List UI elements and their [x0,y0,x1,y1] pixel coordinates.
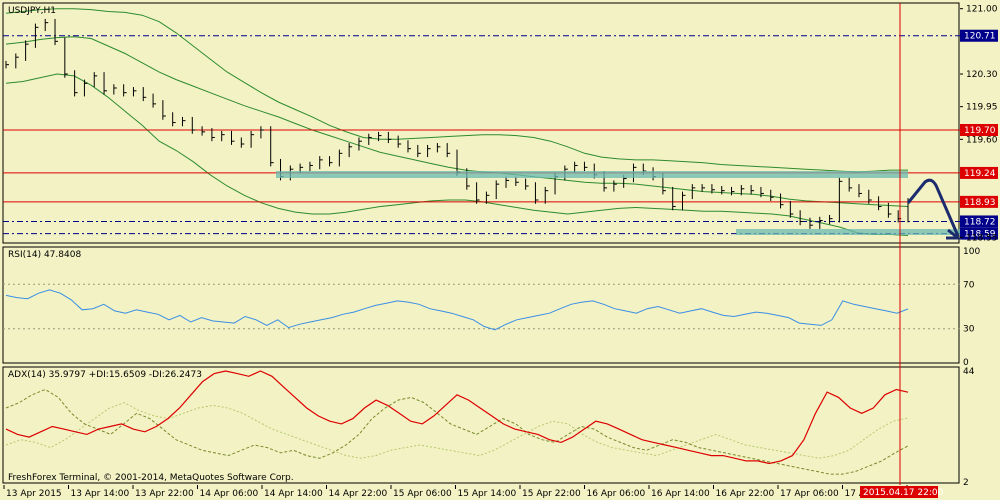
x-tick-label: 13 Apr 14:00 [71,489,130,499]
adx-title: ADX(14) 35.9797 +DI:15.6509 -DI:26.2473 [8,370,202,380]
footer-text: FreshForex Terminal, © 2001-2014, MetaQu… [8,473,294,483]
x-tick-label: 13 Apr 22:00 [135,489,194,499]
adx-panel [2,366,960,484]
x-tick-label: 14 Apr 22:00 [329,489,388,499]
support-zone [736,229,960,235]
price-panel [2,2,960,244]
level-label: 118.72 [964,217,996,227]
rsi-line [5,289,909,331]
rsi-tick-label: 30 [963,325,975,335]
level-label-box [960,227,998,240]
adx-tick-label: 44 [963,367,975,377]
level-label-box [960,215,998,228]
x-tick-label: 13 Apr 2015 [6,489,62,499]
level-label: 119.24 [964,169,996,179]
x-tick-label: 14 Apr 06:00 [200,489,259,499]
rsi-title: RSI(14) 47.8408 [8,250,81,260]
adx-line [5,370,909,465]
horizontal-levels: 120.71 119.70 119.24 118.93 118.72 118.59 [3,29,998,240]
rsi-tick-label: 0 [963,358,969,368]
price-tick-label: 118.55 [966,233,998,243]
x-tick-label: 15 Apr 14:00 [458,489,517,499]
level-label: 119.70 [964,126,996,136]
cursor-time-label: 2015.04.17 22:00 [863,488,944,498]
x-tick-label: 15 Apr 06:00 [393,489,452,499]
level-label-box [960,124,998,136]
bb-upper-line [5,8,908,173]
price-tick-label: 121.00 [966,5,998,15]
adx-tick-label: 2 [963,478,969,488]
rsi-tick-label: 100 [963,247,980,257]
x-tick-label: 17 Apr 06:00 [780,489,839,499]
x-tick-label: 15 Apr 22:00 [522,489,581,499]
indicator-lines [3,283,960,475]
level-label-box [960,29,998,42]
price-tick-label: 119.60 [966,135,998,145]
level-label: 118.93 [964,198,996,208]
x-tick-label: 16 Apr 06:00 [587,489,646,499]
x-tick-label: 16 Apr 14:00 [651,489,710,499]
axes: 121.00 120.30 119.95 119.60 118.55 100 70 30 044… [3,5,998,499]
-di-line [5,388,909,475]
price-title: USDJPY,H1 [8,6,56,16]
price-tick-label: 120.30 [966,70,998,80]
rsi-panel [2,246,960,364]
cursor-label-box [860,486,938,498]
resistance-zone [276,171,908,178]
rsi-tick-label: 70 [963,280,975,290]
x-tick-label: 17 Ap [845,489,871,499]
x-tick-label: 16 Apr 22:00 [716,489,775,499]
level-label-box [960,195,998,208]
level-label-box [960,166,998,179]
level-label: 118.59 [964,230,996,240]
forecast-arrowhead [946,228,963,240]
-di-line [5,402,909,459]
forecast-arrow [906,178,960,237]
bb-lower-line [5,73,909,236]
level-label: 120.71 [964,32,996,42]
x-tick-label: 14 Apr 14:00 [264,489,323,499]
price-tick-label: 119.95 [966,103,998,113]
